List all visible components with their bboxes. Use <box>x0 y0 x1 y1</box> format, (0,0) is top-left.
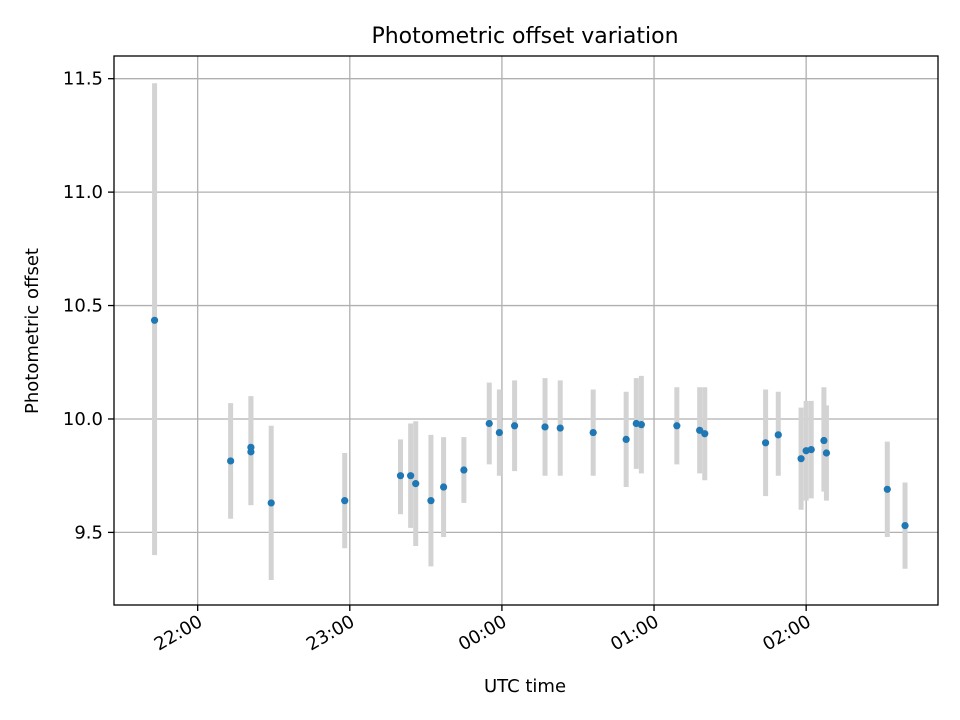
x-tick-label: 22:00 <box>151 611 206 655</box>
data-point <box>227 457 235 465</box>
y-tick-label: 9.5 <box>74 522 103 543</box>
data-point <box>807 446 815 454</box>
x-tick-label: 00:00 <box>455 611 510 655</box>
x-tick-label: 23:00 <box>303 611 358 655</box>
y-tick-label: 11.5 <box>63 69 103 90</box>
data-point <box>673 422 681 430</box>
data-point <box>701 430 709 438</box>
y-tick-label: 10.0 <box>63 409 103 430</box>
data-point <box>510 422 519 430</box>
data-point <box>247 448 255 456</box>
data-point <box>883 485 891 493</box>
data-point <box>637 421 645 429</box>
data-point <box>901 521 909 530</box>
data-point <box>460 466 468 474</box>
x-tick-label: 01:00 <box>607 611 662 655</box>
plot-frame <box>113 55 939 606</box>
data-point <box>396 472 405 480</box>
data-point <box>412 480 420 488</box>
data-point <box>822 449 831 457</box>
data-point <box>541 423 549 431</box>
data-point <box>440 483 448 491</box>
data-point <box>341 497 349 505</box>
x-axis-label: UTC time <box>484 676 566 697</box>
data-point <box>820 436 828 445</box>
data-point <box>797 455 805 463</box>
data-point <box>407 472 415 480</box>
data-point <box>556 424 564 432</box>
y-tick-label: 10.5 <box>63 296 103 317</box>
data-point <box>495 428 503 437</box>
chart-title: Photometric offset variation <box>371 24 678 49</box>
data-point <box>696 426 704 434</box>
x-tick-label: 02:00 <box>759 611 814 655</box>
data-point <box>774 431 782 439</box>
point-layer <box>150 316 909 530</box>
data-point <box>150 316 159 324</box>
data-point <box>485 419 493 428</box>
plot-background <box>114 56 938 605</box>
data-point <box>622 435 630 443</box>
data-point <box>427 497 435 505</box>
data-point <box>267 499 275 507</box>
y-axis-label: Photometric offset <box>22 248 43 414</box>
data-point <box>589 428 597 437</box>
y-tick-label: 11.0 <box>63 182 103 203</box>
data-point <box>761 439 770 447</box>
